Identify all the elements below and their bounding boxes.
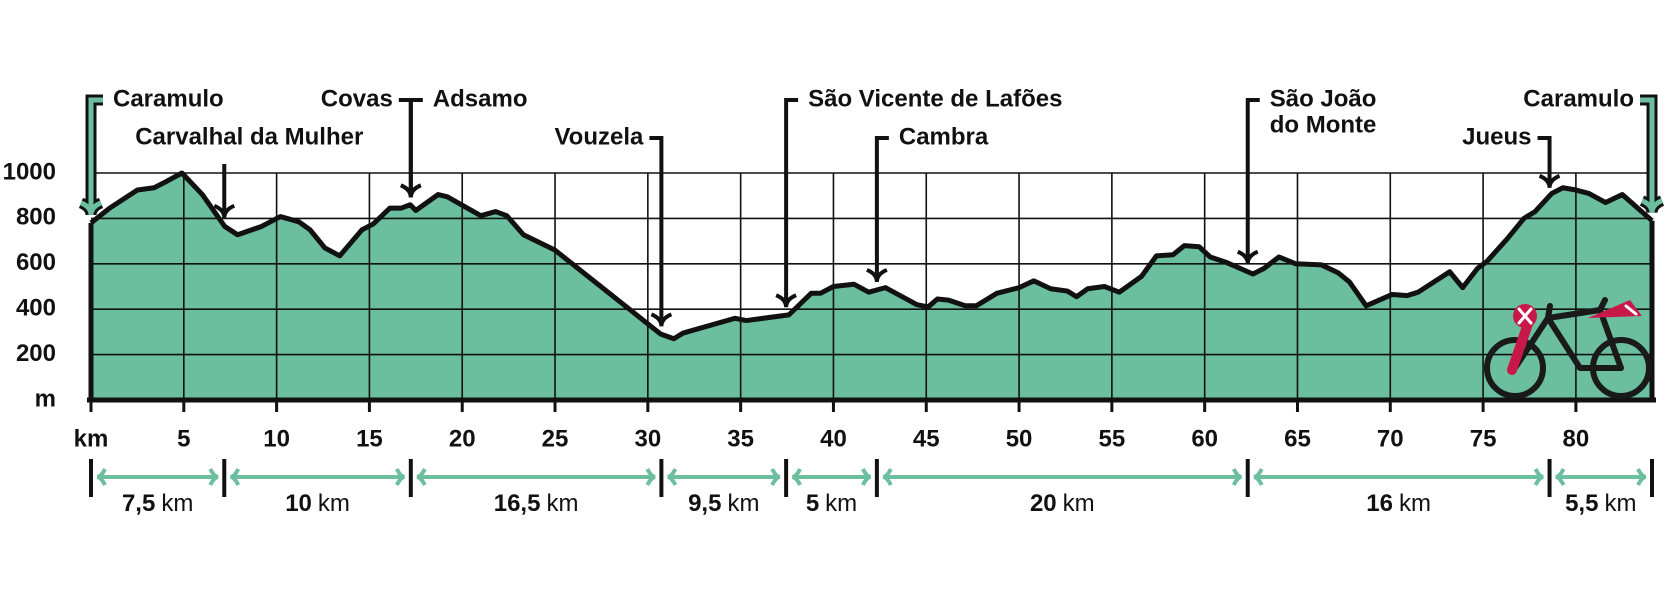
segment-label: 9,5 km [688, 490, 759, 517]
x-tick-label: 40 [820, 425, 847, 452]
marker-label: Caramulo [113, 85, 224, 112]
segment-unit: km [546, 490, 578, 517]
x-tick-label: 80 [1563, 425, 1590, 452]
marker-line [213, 164, 236, 218]
marker-line [1640, 97, 1664, 213]
marker-label: Caramulo [1523, 85, 1634, 112]
x-tick-label: 55 [1099, 425, 1126, 452]
x-tick-label: 45 [913, 425, 940, 452]
segment-arrow [416, 468, 656, 486]
x-tick-label: 15 [356, 425, 383, 452]
segment-label: 10 km [285, 490, 350, 517]
y-tick-label: 1000 [3, 158, 56, 185]
y-tick-label: 400 [16, 295, 56, 322]
segment-arrow [791, 468, 872, 486]
x-tick-label: 25 [542, 425, 569, 452]
marker-label: Covas [321, 85, 393, 112]
segment-label: 16 km [1366, 490, 1431, 517]
segment-unit: km [1604, 490, 1636, 517]
segment-distance: 16 [1366, 490, 1393, 517]
marker-line [649, 136, 673, 327]
marker-line [775, 98, 799, 308]
segment-distance: 10 [285, 490, 312, 517]
segment-distance: 20 [1030, 490, 1057, 517]
x-tick-label: 5 [177, 425, 190, 452]
segment-unit: km [318, 490, 350, 517]
x-tick-label: 65 [1284, 425, 1311, 452]
marker-label: Cambra [899, 123, 989, 150]
y-tick-label: 200 [16, 340, 56, 367]
segment-distance: 16,5 [494, 490, 541, 517]
x-tick-label: 70 [1377, 425, 1404, 452]
segment-arrow [96, 468, 219, 486]
x-tick-label: 50 [1006, 425, 1033, 452]
marker-line [1236, 98, 1260, 264]
marker-label: Jueus [1462, 123, 1531, 150]
marker-label: Carvalhal da Mulher [135, 123, 363, 150]
segment-distance: 9,5 [688, 490, 721, 517]
marker-label: Vouzela [554, 123, 644, 150]
segment-arrow [882, 468, 1242, 486]
segment-arrow [1555, 468, 1647, 486]
segment-unit: km [161, 490, 193, 517]
x-tick-label: 30 [634, 425, 661, 452]
segment-label: 5 km [806, 490, 857, 517]
x-tick-label: 20 [449, 425, 476, 452]
marker-label: São João [1270, 85, 1377, 112]
marker-line [79, 97, 103, 216]
segment-distance: 5 [806, 490, 819, 517]
y-tick-label: 600 [16, 249, 56, 276]
segment-distance: 5,5 [1565, 490, 1598, 517]
segment-unit: km [1063, 490, 1095, 517]
marker-label: Adsamo [433, 85, 528, 112]
bike-icon [1484, 297, 1652, 399]
marker-line [866, 136, 889, 283]
marker-line [400, 98, 423, 198]
x-tick-label: 35 [727, 425, 754, 452]
elevation-area [91, 173, 1652, 400]
segment-arrow [230, 468, 406, 486]
elevation-line [89, 170, 1654, 342]
marker-line [1537, 136, 1561, 188]
segment-distance: 7,5 [122, 490, 155, 517]
x-tick-label: km [74, 425, 109, 452]
x-tick-label: 75 [1470, 425, 1497, 452]
segment-unit: km [825, 490, 857, 517]
x-tick-label: 60 [1191, 425, 1218, 452]
y-tick-label: 800 [16, 204, 56, 231]
marker-label: do Monte [1270, 111, 1377, 138]
segment-label: 5,5 km [1565, 490, 1636, 517]
marker-label: São Vicente de Lafões [808, 85, 1062, 112]
segment-label: 7,5 km [122, 490, 193, 517]
segment-label: 20 km [1030, 490, 1095, 517]
x-tick-label: 10 [263, 425, 290, 452]
segment-unit: km [1399, 490, 1431, 517]
segment-arrow [1253, 468, 1544, 486]
segment-unit: km [727, 490, 759, 517]
segment-label: 16,5 km [494, 490, 579, 517]
y-tick-label: m [35, 385, 56, 412]
segment-arrow [667, 468, 781, 486]
